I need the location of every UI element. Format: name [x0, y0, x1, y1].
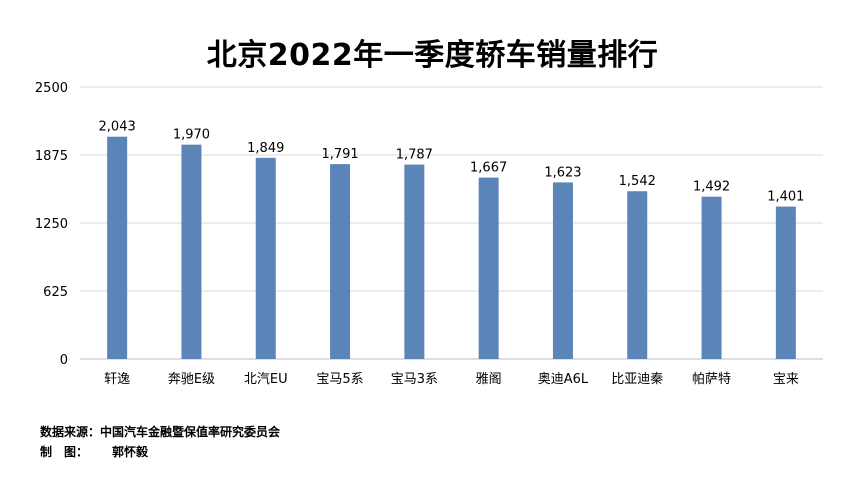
y-tick-label: 0 [60, 353, 68, 368]
bar [181, 144, 202, 359]
bar [775, 206, 796, 359]
data-source-note: 数据来源：中国汽车金融暨保值率研究委员会 [40, 423, 280, 440]
data-label: 1,492 [693, 180, 730, 195]
x-tick-label: 帕萨特 [692, 372, 731, 387]
x-tick-label: 宝马5系 [316, 372, 363, 387]
data-label: 1,623 [544, 165, 581, 180]
author-text: 郭怀毅 [112, 445, 149, 459]
bar [107, 136, 128, 359]
author-note: 制 图： 郭怀毅 [40, 443, 148, 460]
data-label: 1,542 [619, 174, 656, 189]
data-label: 1,401 [767, 190, 804, 205]
y-axis-ticks: 0 625 1250 1875 2500 [35, 81, 68, 368]
x-tick-label: 宝来 [773, 372, 799, 387]
data-label: 1,791 [321, 147, 358, 162]
x-tick-label: 奥迪A6L [538, 372, 589, 387]
data-labels: 2,043 1,970 1,849 1,791 1,787 1,667 1,623 1,542… [99, 120, 805, 205]
bar [701, 196, 722, 359]
x-tick-label: 比亚迪秦 [611, 372, 663, 387]
data-label: 1,787 [396, 148, 433, 163]
bars [107, 136, 796, 359]
bar [552, 182, 573, 359]
y-tick-label: 1875 [35, 149, 68, 164]
x-tick-label: 宝马3系 [391, 372, 438, 387]
chart-title: 北京2022年一季度轿车销量排行 [206, 38, 659, 73]
gridlines [80, 86, 823, 360]
data-source-label: 数据来源： [40, 425, 101, 439]
x-axis-ticks: 轩逸 奔驰E级 北汽EU 宝马5系 宝马3系 雅阁 奥迪A6L 比亚迪秦 帕萨特 宝来 [104, 372, 799, 387]
y-tick-label: 1250 [35, 217, 68, 232]
x-tick-label: 北汽EU [244, 372, 288, 387]
data-label: 1,849 [247, 141, 284, 156]
bar [627, 191, 648, 359]
data-label: 2,043 [99, 120, 136, 135]
bar [404, 164, 425, 359]
y-tick-label: 2500 [35, 81, 68, 96]
x-tick-label: 雅阁 [476, 372, 502, 387]
bar [255, 157, 276, 359]
data-source-text: 中国汽车金融暨保值率研究委员会 [100, 425, 281, 439]
y-tick-label: 625 [43, 285, 68, 300]
data-label: 1,970 [173, 128, 210, 143]
data-label: 1,667 [470, 161, 507, 176]
x-tick-label: 轩逸 [104, 372, 130, 387]
bar [478, 177, 499, 359]
author-label: 制 图： [40, 445, 89, 459]
x-tick-label: 奔驰E级 [168, 372, 215, 387]
bar [330, 164, 351, 359]
